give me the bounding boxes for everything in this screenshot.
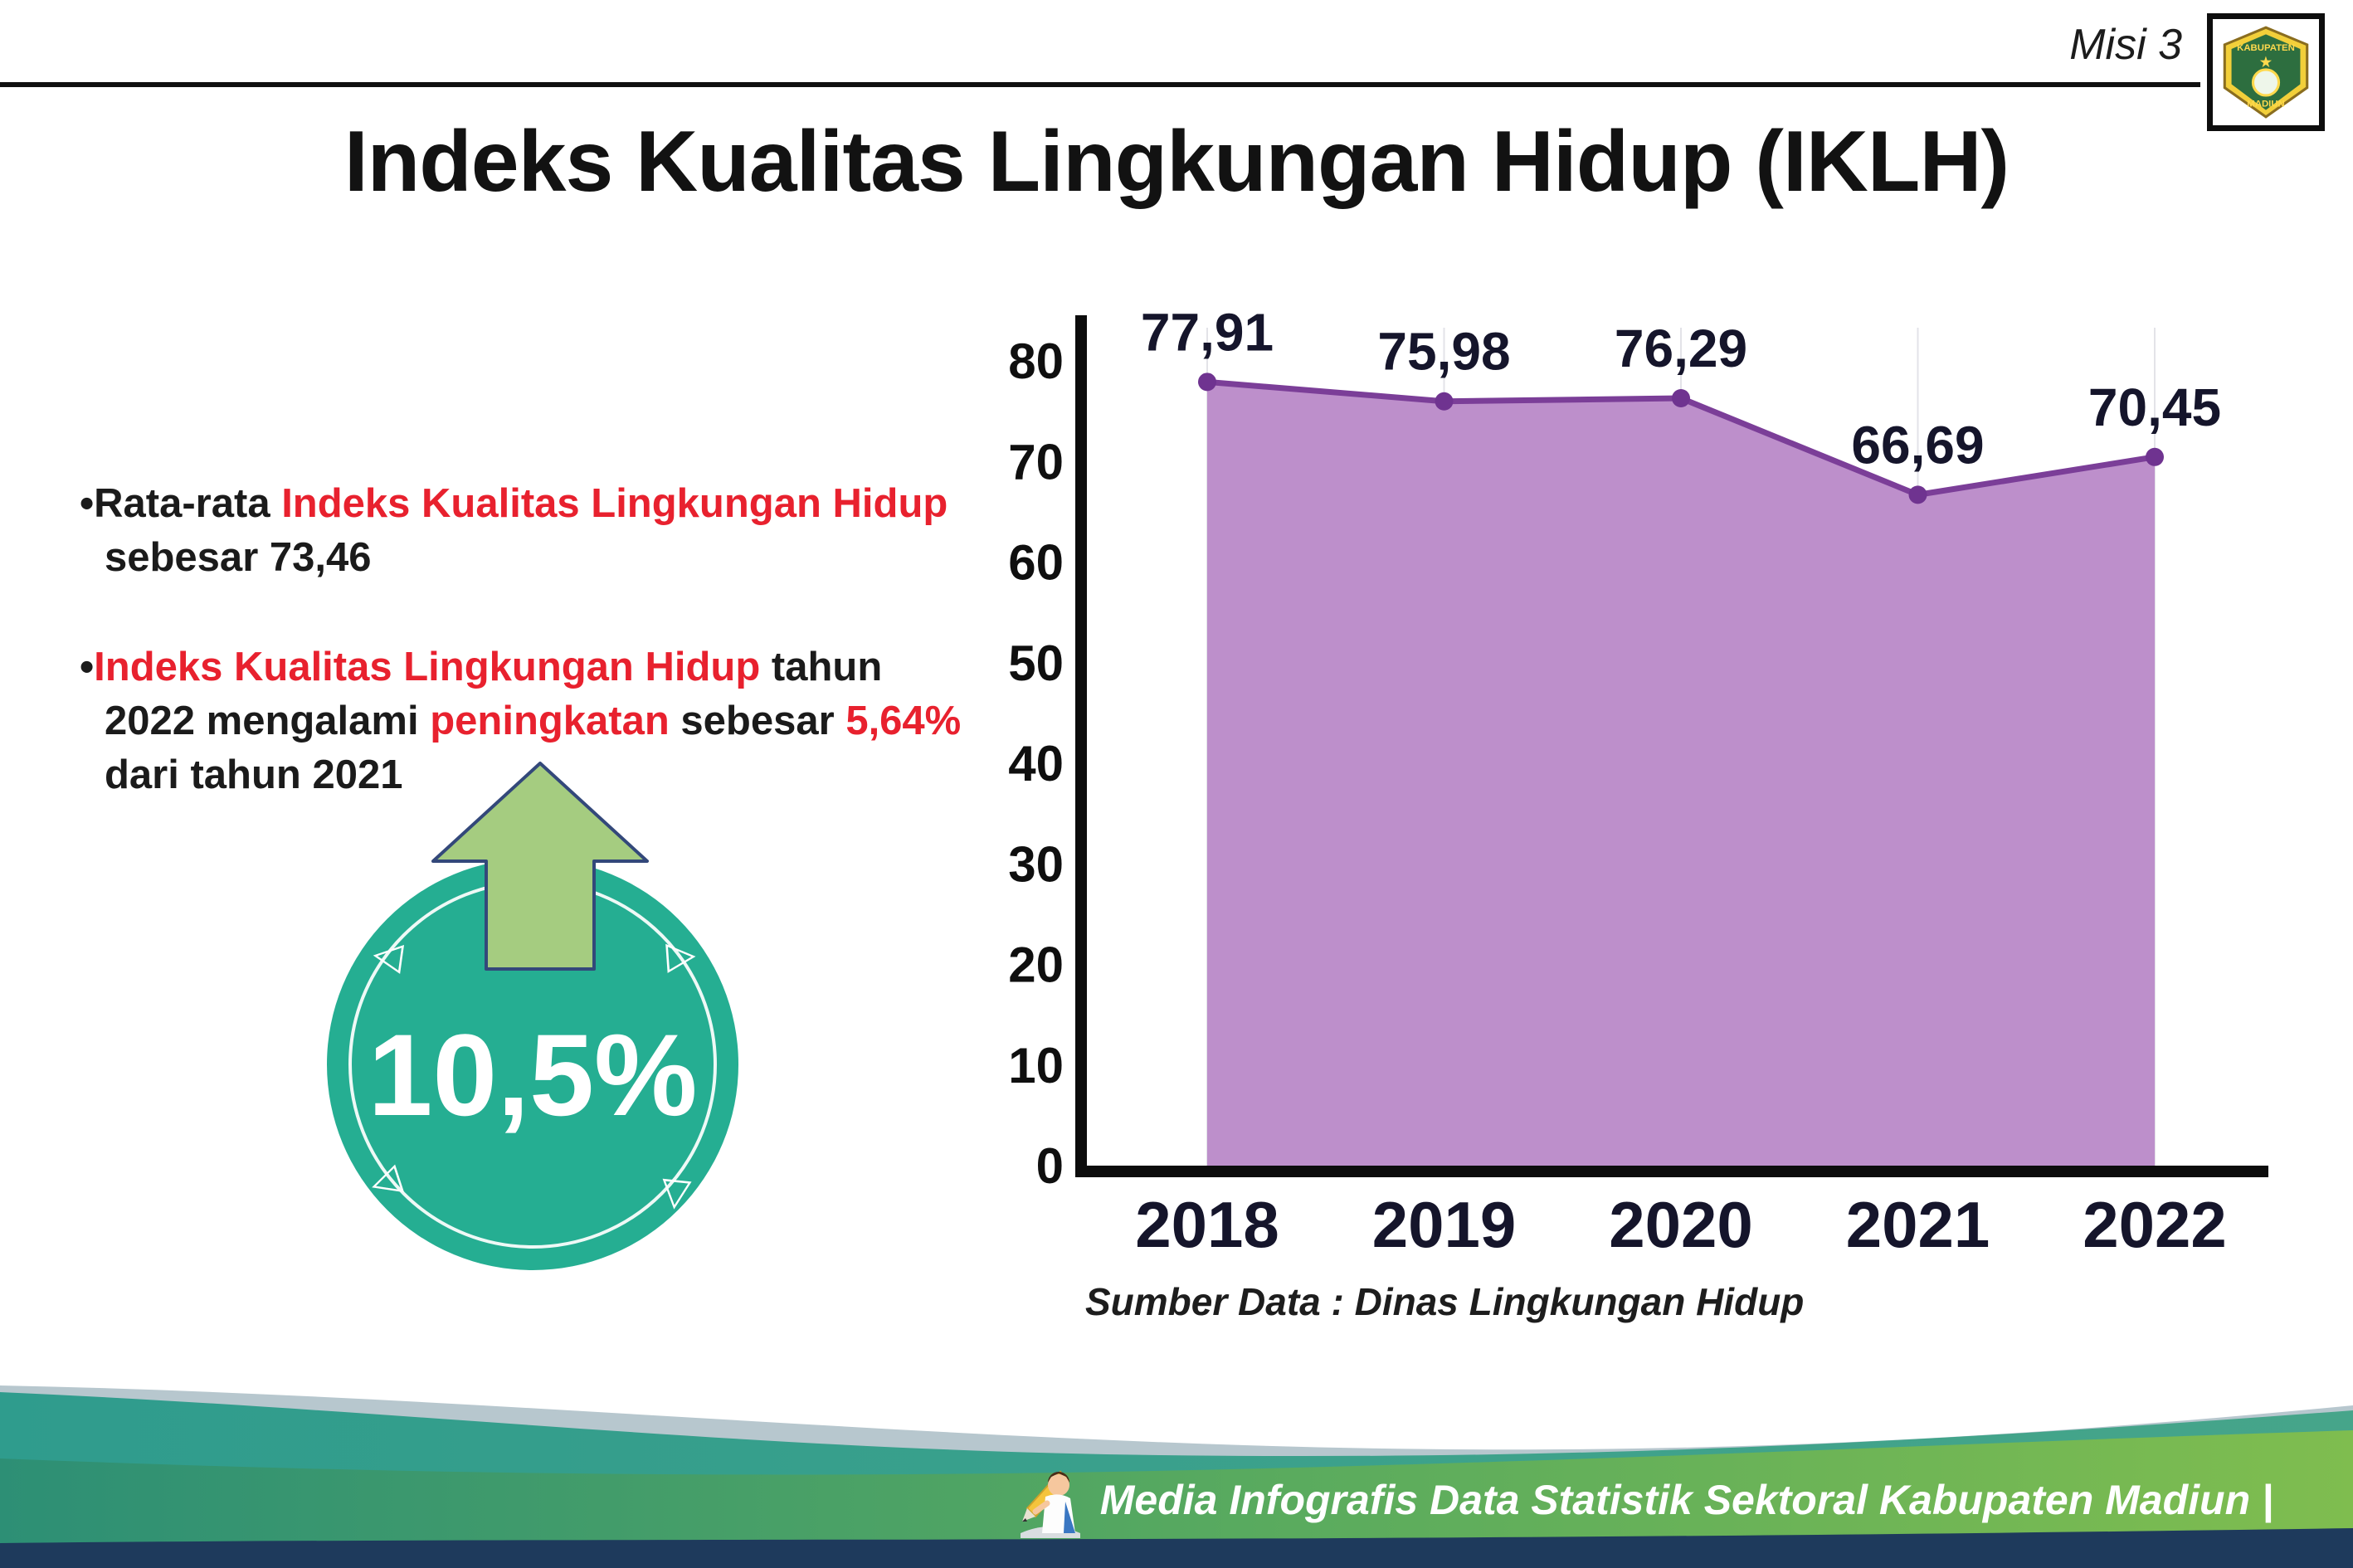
text-segment: sebesar 73,46: [105, 534, 372, 580]
svg-text:50: 50: [1008, 635, 1064, 691]
text-segment-highlight: 5,64%: [845, 699, 962, 744]
text-segment-highlight: Indeks Kualitas Lingkungan Hidup: [94, 645, 761, 690]
svg-text:20: 20: [1008, 937, 1064, 993]
logo-star-icon: ★: [2259, 53, 2273, 71]
source-caption: Sumber Data : Dinas Lingkungan Hidup: [1085, 1280, 1805, 1323]
svg-text:0: 0: [1036, 1138, 1064, 1194]
svg-text:75,98: 75,98: [1377, 322, 1510, 382]
increase-badge: ◁ ▷ ◁ ▽ 10,5%: [327, 762, 742, 1376]
text-segment: sebesar: [669, 699, 846, 744]
text-segment: dari tahun 2021: [105, 752, 403, 797]
svg-text:70,45: 70,45: [2088, 377, 2221, 437]
svg-text:70: 70: [1008, 434, 1064, 489]
svg-text:2021: 2021: [1846, 1188, 1990, 1261]
svg-text:77,91: 77,91: [1141, 302, 1274, 362]
bullet-item-average: •Rata-rata Indeks Kualitas Lingkungan Hi…: [80, 477, 967, 584]
svg-text:80: 80: [1008, 334, 1064, 389]
svg-text:76,29: 76,29: [1615, 319, 1747, 378]
footer-credit: Media Infografis Data Statistik Sektoral…: [1099, 1477, 2273, 1523]
svg-text:2020: 2020: [1609, 1188, 1753, 1261]
text-segment-highlight: peningkatan: [430, 699, 670, 744]
svg-text:2018: 2018: [1135, 1188, 1279, 1261]
page-title: Indeks Kualitas Lingkungan Hidup (IKLH): [343, 114, 2010, 210]
bullet-marker: •: [80, 645, 95, 690]
header-rule: [0, 82, 2200, 87]
svg-text:60: 60: [1008, 535, 1064, 591]
footer-wave-decoration: [0, 1385, 2353, 1568]
svg-text:40: 40: [1008, 736, 1064, 791]
text-segment-highlight: Indeks Kualitas Lingkungan Hidup: [281, 481, 948, 526]
badge-value: 10,5%: [368, 1010, 698, 1140]
text-segment: Rata-rata: [94, 481, 282, 526]
svg-text:2022: 2022: [2083, 1188, 2227, 1261]
footer-credit-row: Media Infografis Data Statistik Sektoral…: [1016, 1460, 2273, 1540]
logo-text-bottom: MADIUN: [2247, 99, 2285, 109]
bullet-item-increase: •Indeks Kualitas Lingkungan Hidup tahun …: [80, 640, 967, 801]
up-arrow-icon: [431, 762, 649, 971]
svg-text:2019: 2019: [1372, 1188, 1517, 1261]
svg-text:30: 30: [1008, 836, 1064, 892]
bullet-marker: •: [80, 481, 95, 526]
kabupaten-madiun-logo: KABUPATEN ★ MADIUN: [2207, 13, 2325, 131]
logo-crest-icon: KABUPATEN ★ MADIUN: [2223, 26, 2309, 119]
svg-text:10: 10: [1008, 1038, 1064, 1093]
svg-text:66,69: 66,69: [1851, 415, 1984, 475]
bullet-list: •Rata-rata Indeks Kualitas Lingkungan Hi…: [80, 477, 967, 858]
misi-label: Misi 3: [2069, 21, 2182, 69]
text-segment: tahun 2022 mengalami: [105, 645, 883, 744]
mascot-icon: [1020, 1470, 1080, 1538]
logo-text-top: KABUPATEN: [2237, 43, 2295, 53]
iklh-area-chart: 77,91 75,98 76,29 66,69 70,45 0 10 20 30 40 50 60 70…: [1008, 302, 2268, 1261]
